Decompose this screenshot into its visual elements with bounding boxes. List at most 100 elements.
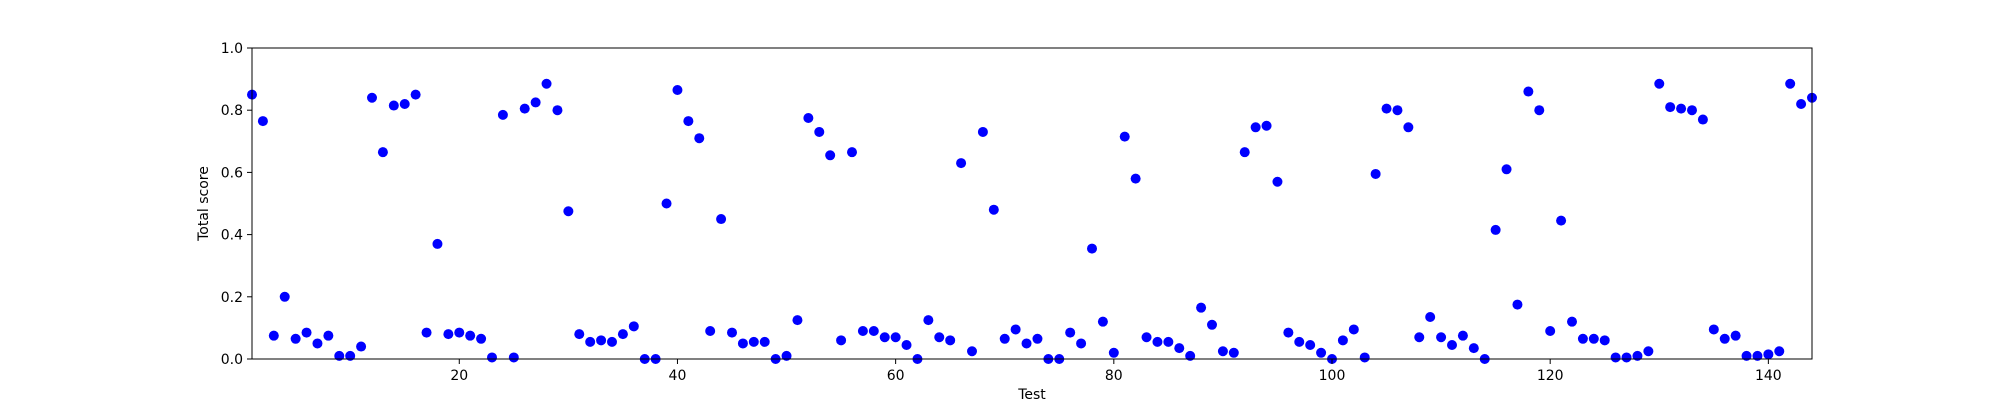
- data-point: [694, 133, 705, 144]
- y-tick-label: 0.4: [221, 228, 243, 244]
- data-point: [388, 100, 399, 111]
- data-point: [945, 335, 956, 346]
- data-point: [814, 126, 825, 137]
- data-point: [454, 327, 465, 338]
- data-point: [705, 326, 716, 337]
- y-tick-label: 0.8: [221, 103, 243, 119]
- x-axis-label: Test: [1017, 387, 1046, 400]
- data-point: [792, 315, 803, 326]
- data-point: [967, 346, 977, 357]
- data-point: [1087, 243, 1097, 254]
- data-point: [356, 341, 367, 352]
- data-point: [1272, 176, 1283, 187]
- data-point: [923, 315, 934, 326]
- data-point: [628, 321, 639, 332]
- data-point: [847, 147, 857, 158]
- data-point: [901, 340, 912, 351]
- x-tick-label: 20: [450, 368, 468, 384]
- data-point: [672, 84, 683, 95]
- data-point: [1556, 215, 1567, 226]
- data-point: [1763, 349, 1774, 360]
- data-point: [1534, 105, 1545, 116]
- data-point: [1577, 333, 1588, 344]
- data-point: [683, 116, 694, 127]
- data-point: [999, 333, 1010, 344]
- data-point: [1163, 336, 1174, 347]
- data-point: [781, 350, 792, 361]
- data-point: [596, 335, 607, 346]
- data-point: [1501, 164, 1512, 175]
- data-point: [1436, 332, 1447, 343]
- data-point: [1337, 335, 1348, 346]
- y-tick-label: 1.0: [221, 41, 243, 57]
- data-point: [759, 336, 770, 347]
- data-point: [1665, 102, 1676, 113]
- data-point: [727, 327, 737, 338]
- y-tick-label: 0.6: [221, 165, 243, 181]
- data-point: [988, 204, 999, 215]
- data-point: [279, 291, 290, 302]
- data-point: [1523, 86, 1534, 97]
- data-point: [410, 89, 421, 100]
- data-point: [934, 332, 945, 343]
- data-point: [476, 333, 487, 344]
- data-point: [1392, 105, 1403, 116]
- data-point: [1687, 105, 1697, 116]
- data-point: [1643, 346, 1654, 357]
- data-point: [825, 150, 836, 161]
- y-tick-label: 0.0: [221, 352, 243, 368]
- data-point: [465, 330, 476, 341]
- data-point: [1381, 103, 1392, 114]
- x-tick-label: 120: [1537, 368, 1564, 384]
- data-point: [508, 352, 519, 363]
- data-point: [487, 352, 497, 363]
- data-point: [519, 103, 530, 114]
- y-axis-label: Total score: [196, 166, 212, 242]
- plot-area: 0.0 0.2 0.4 0.6 0.8 1.0 20 40 60 80 100 120 140 Tes…: [196, 41, 1817, 400]
- data-point: [1447, 340, 1457, 351]
- data-point: [1021, 338, 1032, 349]
- data-point: [1545, 326, 1556, 337]
- data-point: [1599, 335, 1610, 346]
- data-point: [1119, 131, 1130, 142]
- data-point: [1414, 332, 1425, 343]
- x-tick-label: 60: [887, 368, 905, 384]
- x-tick-label: 100: [1319, 368, 1346, 384]
- data-point: [443, 329, 454, 340]
- data-point: [1512, 299, 1523, 310]
- data-point: [1228, 347, 1239, 358]
- data-point: [1457, 330, 1468, 341]
- data-point: [323, 330, 334, 341]
- data-point: [377, 147, 388, 158]
- data-point: [1348, 324, 1359, 335]
- data-point: [1207, 319, 1217, 330]
- data-point: [1697, 114, 1708, 125]
- data-point: [367, 92, 377, 103]
- data-point: [552, 105, 563, 116]
- data-point: [1152, 336, 1163, 347]
- data-point: [1076, 338, 1087, 349]
- data-point: [1294, 336, 1305, 347]
- data-point: [312, 338, 323, 349]
- data-point: [345, 350, 356, 361]
- data-point: [1741, 350, 1752, 361]
- data-point: [1305, 340, 1316, 351]
- data-point: [257, 116, 268, 127]
- data-point: [1250, 122, 1261, 133]
- data-point: [1130, 173, 1141, 184]
- data-point: [1490, 224, 1501, 235]
- data-point: [1316, 347, 1327, 358]
- x-tick-label: 40: [669, 368, 687, 384]
- data-point: [1065, 327, 1076, 338]
- x-tick-label: 140: [1755, 368, 1782, 384]
- data-point: [1796, 98, 1807, 109]
- data-point: [530, 97, 541, 108]
- data-point: [1730, 330, 1741, 341]
- data-point: [1676, 103, 1687, 114]
- data-point: [1010, 324, 1021, 335]
- data-point: [497, 109, 508, 120]
- data-point: [737, 338, 748, 349]
- data-point: [857, 326, 868, 337]
- data-point: [399, 98, 410, 109]
